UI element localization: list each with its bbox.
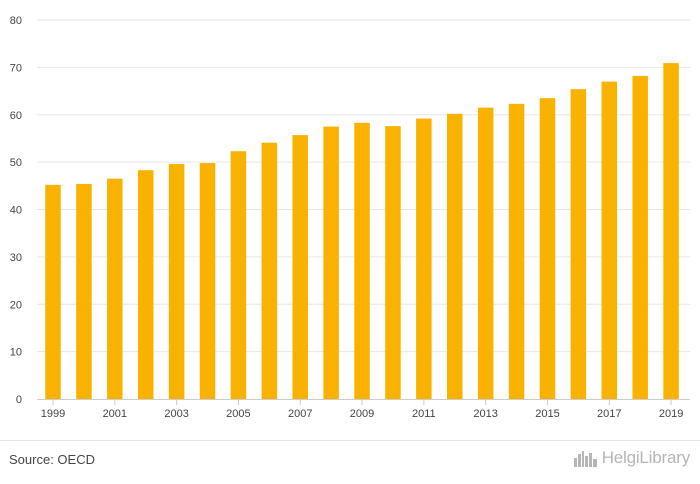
bar-2017 bbox=[601, 81, 618, 400]
y-tick-label: 10 bbox=[10, 347, 22, 359]
y-tick-label: 0 bbox=[16, 394, 22, 406]
bars bbox=[45, 63, 679, 400]
bar-2010 bbox=[385, 126, 401, 400]
bar-1999 bbox=[45, 184, 61, 399]
brand-logo[interactable]: HelgiLibrary bbox=[573, 448, 690, 468]
x-tick-label: 1999 bbox=[41, 408, 65, 420]
bar-2012 bbox=[447, 113, 463, 400]
x-tick-label: 2015 bbox=[535, 408, 559, 420]
y-tick-label: 30 bbox=[10, 252, 22, 264]
x-tick-label: 2005 bbox=[226, 408, 250, 420]
bar-2009 bbox=[354, 122, 370, 400]
bar-2014 bbox=[508, 103, 525, 399]
city-skyline-icon bbox=[573, 451, 597, 467]
bar-2000 bbox=[76, 183, 92, 399]
bar-2002 bbox=[137, 170, 154, 399]
y-tick-label: 70 bbox=[10, 62, 22, 74]
source-note: Source: OECD bbox=[9, 452, 95, 467]
bar-2008 bbox=[323, 126, 339, 399]
footer: Source: OECD HelgiLibrary bbox=[0, 440, 700, 484]
y-tick-label: 60 bbox=[10, 110, 22, 122]
bar-2004 bbox=[199, 163, 216, 399]
y-tick-label: 80 bbox=[10, 15, 22, 27]
bar-2016 bbox=[570, 89, 587, 399]
bar-2019 bbox=[663, 63, 679, 400]
bar-2005 bbox=[230, 151, 247, 399]
x-tick-label: 2003 bbox=[164, 408, 188, 420]
bar-2006 bbox=[261, 142, 278, 400]
x-tick-label: 2007 bbox=[288, 408, 312, 420]
y-tick-label: 50 bbox=[10, 157, 22, 169]
x-tick-label: 2017 bbox=[597, 408, 621, 420]
x-tick-label: 2019 bbox=[659, 408, 683, 420]
brand-name: HelgiLibrary bbox=[601, 448, 691, 467]
bar-2011 bbox=[416, 118, 432, 399]
x-tick-label: 2013 bbox=[473, 408, 497, 420]
bar-2001 bbox=[107, 178, 123, 399]
bar-2007 bbox=[292, 135, 308, 399]
x-tick-label: 2009 bbox=[350, 408, 374, 420]
y-tick-label: 20 bbox=[10, 299, 22, 311]
bar-2003 bbox=[168, 164, 185, 399]
x-tick-label: 2001 bbox=[103, 408, 127, 420]
y-axis: 0 10 20 30 40 50 60 70 80 bbox=[10, 15, 22, 406]
bar-2018 bbox=[632, 75, 648, 399]
bar-2013 bbox=[477, 107, 494, 400]
x-tick-label: 2011 bbox=[412, 408, 436, 420]
x-axis: 1999 2001 2003 2005 2007 2009 2011 2013 2015 2017… bbox=[37, 399, 690, 420]
y-tick-label: 40 bbox=[10, 205, 22, 217]
bar-2015 bbox=[539, 98, 556, 399]
bar-chart: 0 10 20 30 40 50 60 70 80 1999 2001 2003 2005 2007 20… bbox=[10, 15, 690, 420]
